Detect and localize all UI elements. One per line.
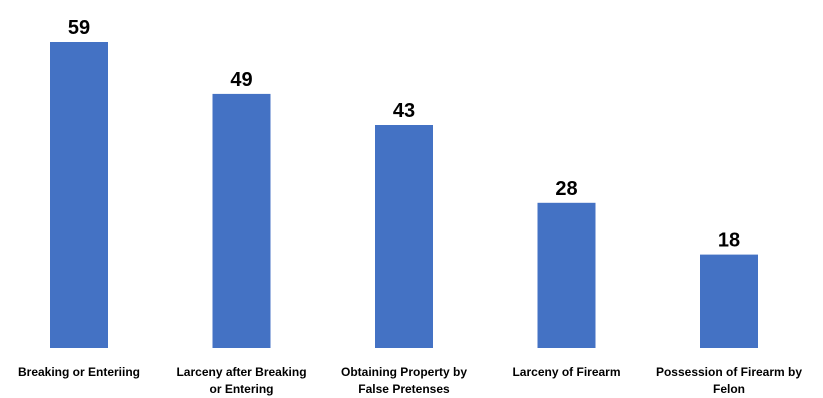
- value-label-3: 43: [393, 100, 415, 122]
- value-label-4: 28: [555, 178, 577, 200]
- bar-5: [700, 254, 758, 348]
- value-label-5: 18: [718, 230, 740, 252]
- bar-2: [212, 93, 271, 349]
- category-labels-group: Breaking or Enteriing Larceny after Break…: [18, 365, 802, 396]
- value-labels-group: 59 49 43 28 18: [68, 17, 740, 252]
- bar-3: [375, 125, 433, 348]
- category-label-4: Larceny of Firearm: [512, 365, 620, 379]
- bar-4: [537, 202, 596, 348]
- bars-group: [50, 42, 758, 349]
- category-label-3: Obtaining Property by False Pretenses: [341, 365, 467, 396]
- category-label-5: Possession of Firearm by Felon: [656, 365, 802, 396]
- value-label-2: 49: [230, 69, 252, 91]
- value-label-1: 59: [68, 17, 90, 39]
- category-label-1: Breaking or Enteriing: [18, 365, 140, 379]
- bar-1: [50, 42, 108, 348]
- category-label-2: Larceny after Breaking or Entering: [176, 365, 306, 396]
